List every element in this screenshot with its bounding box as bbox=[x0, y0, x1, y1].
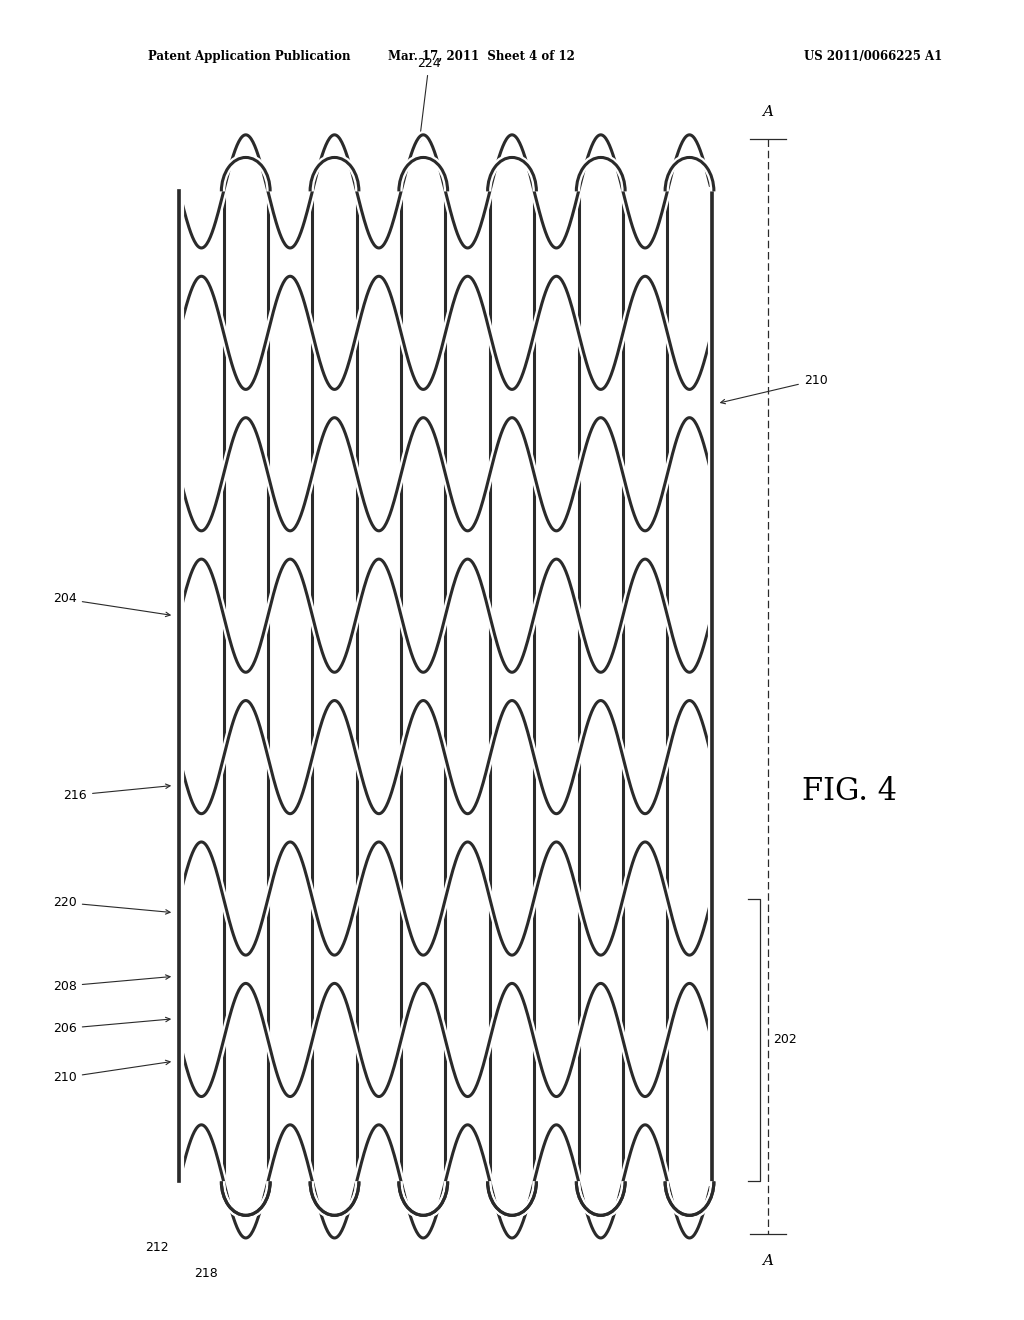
Text: 202: 202 bbox=[773, 1034, 797, 1047]
Text: 218: 218 bbox=[195, 1267, 218, 1280]
Text: 224: 224 bbox=[417, 57, 441, 143]
Text: 216: 216 bbox=[63, 784, 170, 801]
Text: 206: 206 bbox=[53, 1018, 170, 1035]
Text: Patent Application Publication: Patent Application Publication bbox=[148, 50, 351, 63]
Text: 208: 208 bbox=[53, 975, 170, 993]
Text: 212: 212 bbox=[145, 1241, 169, 1254]
Text: A: A bbox=[763, 1254, 773, 1269]
Text: US 2011/0066225 A1: US 2011/0066225 A1 bbox=[804, 50, 942, 63]
Text: Mar. 17, 2011  Sheet 4 of 12: Mar. 17, 2011 Sheet 4 of 12 bbox=[388, 50, 574, 63]
Text: 204: 204 bbox=[53, 593, 170, 616]
Text: 220: 220 bbox=[53, 896, 170, 915]
Text: A: A bbox=[763, 104, 773, 119]
Text: 210: 210 bbox=[53, 1060, 170, 1084]
Text: FIG. 4: FIG. 4 bbox=[803, 776, 897, 808]
Text: 210: 210 bbox=[721, 374, 827, 404]
